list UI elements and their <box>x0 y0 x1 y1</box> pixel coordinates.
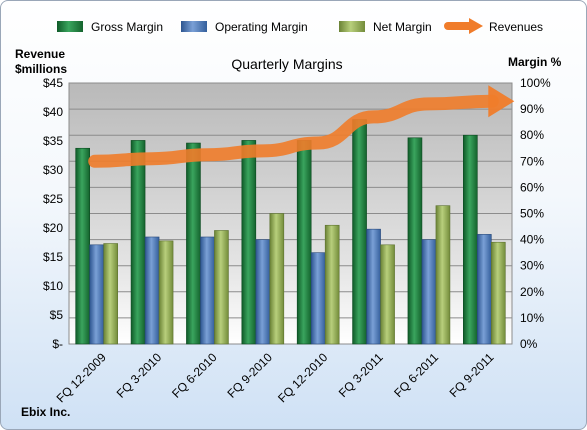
legend-item-revenues: Revenues <box>444 18 543 34</box>
operating-margin-bar <box>310 252 326 345</box>
x-tick-label: FQ 6-2011 <box>391 350 441 400</box>
left-tick-label: $35 <box>43 134 63 148</box>
net-margin-bar <box>103 243 118 345</box>
left-axis-ticks: $- $5 $10 $15 $20 $25 $30 $35 $40 $45 <box>43 76 63 351</box>
legend-label-operating-margin: Operating Margin <box>215 20 308 34</box>
left-tick-label: $5 <box>50 308 64 322</box>
legend-item-gross-margin: Gross Margin <box>57 20 163 34</box>
chart-title: Quarterly Margins <box>231 56 342 72</box>
left-tick-label: $30 <box>43 163 63 177</box>
net-margin-bar <box>269 213 285 345</box>
gross-margin-bar <box>241 140 257 345</box>
x-tick-label: FQ 3-2011 <box>336 350 386 400</box>
legend-swatch-gross-margin <box>57 21 83 32</box>
net-margin-bar <box>491 241 506 345</box>
revenues-trend-arrowhead <box>488 85 515 118</box>
left-tick-label: $15 <box>43 250 63 264</box>
operating-margin-bar <box>89 244 104 345</box>
left-tick-label: $10 <box>43 279 63 293</box>
gross-margin-bar <box>407 137 423 345</box>
net-margin-bar <box>158 240 174 345</box>
right-tick-label: 30% <box>520 259 544 273</box>
x-tick-label: FQ 12-2009 <box>54 350 109 405</box>
left-axis-label-line1: Revenue <box>15 47 65 61</box>
left-axis-label-line2: $millions <box>15 62 67 76</box>
right-tick-label: 50% <box>520 207 544 221</box>
legend-item-operating-margin: Operating Margin <box>181 20 308 34</box>
legend-item-net-margin: Net Margin <box>339 20 432 34</box>
gross-margin-bar <box>75 147 90 345</box>
right-tick-label: 0% <box>520 337 538 351</box>
legend-swatch-net-margin <box>339 21 365 32</box>
x-axis-ticks: FQ 12-2009 FQ 3-2010 FQ 6-2010 FQ 9-2010 FQ … <box>54 350 497 405</box>
gross-margin-bar <box>130 140 146 345</box>
net-margin-bar <box>324 224 340 345</box>
revenues-trend <box>88 85 515 168</box>
right-axis-label: Margin % <box>508 55 562 69</box>
right-axis-ticks: 0% 10% 20% 30% 40% 50% 60% 70% 80% 90% 100% <box>520 76 551 351</box>
operating-margin-bar <box>144 236 160 345</box>
operating-margin-bar <box>366 228 381 345</box>
left-tick-label: $- <box>52 337 63 351</box>
gross-margin-bar <box>352 119 367 345</box>
left-tick-label: $25 <box>43 192 63 206</box>
x-tick-label: FQ 3-2010 <box>114 350 165 401</box>
left-tick-label: $20 <box>43 221 63 235</box>
operating-margin-bar <box>477 234 492 345</box>
revenues-trend-line <box>88 94 499 168</box>
x-tick-label: FQ 9-2011 <box>447 350 497 400</box>
x-tick-label: FQ 9-2010 <box>224 350 275 401</box>
operating-margin-bar <box>421 239 437 345</box>
right-tick-label: 80% <box>520 128 544 142</box>
legend: Gross Margin Operating Margin Net Margin… <box>57 18 543 34</box>
gross-margin-bar <box>463 134 478 345</box>
right-tick-label: 20% <box>520 285 544 299</box>
x-tick-label: FQ 6-2010 <box>169 350 220 401</box>
right-tick-label: 70% <box>520 154 544 168</box>
gross-margin-bar <box>186 142 201 345</box>
right-tick-label: 10% <box>520 311 544 325</box>
bars-group <box>75 119 506 345</box>
legend-label-net-margin: Net Margin <box>373 20 432 34</box>
legend-swatch-revenues-arrowhead <box>469 18 483 34</box>
gross-margin-bar <box>296 140 312 345</box>
left-tick-label: $45 <box>43 76 63 90</box>
right-tick-label: 90% <box>520 102 544 116</box>
net-margin-bar <box>214 230 229 345</box>
legend-swatch-operating-margin <box>181 21 207 32</box>
right-tick-label: 100% <box>520 76 551 90</box>
left-tick-label: $40 <box>43 105 63 119</box>
operating-margin-bar <box>255 239 271 345</box>
right-tick-label: 40% <box>520 233 544 247</box>
net-margin-bar <box>435 205 451 345</box>
legend-label-gross-margin: Gross Margin <box>91 20 163 34</box>
right-tick-label: 60% <box>520 180 544 194</box>
operating-margin-bar <box>200 236 215 345</box>
x-tick-label: FQ 12-2010 <box>275 350 330 405</box>
footer-company-label: Ebix Inc. <box>21 405 70 419</box>
net-margin-bar <box>380 244 395 345</box>
legend-label-revenues: Revenues <box>489 20 543 34</box>
